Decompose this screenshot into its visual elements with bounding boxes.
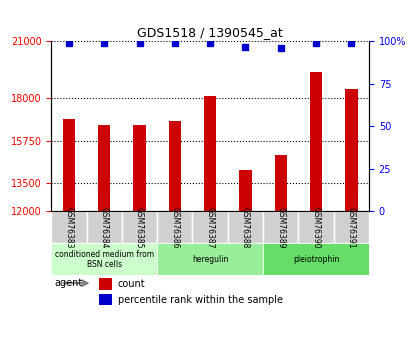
Point (171, 40, 178, 46)
Text: percentile rank within the sample: percentile rank within the sample (118, 295, 282, 305)
FancyBboxPatch shape (51, 243, 157, 275)
FancyBboxPatch shape (263, 243, 368, 275)
Text: conditioned medium from
BSN cells: conditioned medium from BSN cells (54, 249, 153, 269)
FancyBboxPatch shape (157, 211, 192, 243)
Point (101, 40, 107, 46)
FancyBboxPatch shape (51, 211, 86, 243)
FancyBboxPatch shape (263, 211, 298, 243)
Bar (168, 121, 180, 211)
Bar (344, 89, 357, 211)
Bar (309, 72, 321, 211)
FancyBboxPatch shape (333, 211, 368, 243)
Point (347, 40, 354, 46)
Bar (99, 294, 111, 305)
Point (312, 40, 319, 46)
Bar (98, 125, 110, 211)
Bar (203, 96, 216, 211)
Text: count: count (118, 279, 145, 289)
Bar (239, 170, 251, 211)
Bar (63, 119, 75, 211)
Bar (133, 125, 145, 211)
FancyBboxPatch shape (227, 211, 263, 243)
Text: GSM76388: GSM76388 (240, 207, 249, 248)
Text: pleiotrophin: pleiotrophin (292, 255, 338, 264)
FancyBboxPatch shape (298, 211, 333, 243)
FancyBboxPatch shape (157, 243, 263, 275)
Text: GSM76390: GSM76390 (311, 207, 320, 248)
Bar (274, 155, 286, 211)
Text: GSM76385: GSM76385 (135, 207, 144, 248)
Text: agent: agent (54, 278, 83, 288)
Point (242, 44, 248, 49)
Point (277, 46, 283, 51)
Point (65, 40, 72, 46)
Text: GSM76383: GSM76383 (64, 207, 73, 248)
Text: GSM76391: GSM76391 (346, 207, 355, 248)
Text: heregulin: heregulin (191, 255, 228, 264)
Text: GSM76384: GSM76384 (99, 207, 108, 248)
FancyBboxPatch shape (121, 211, 157, 243)
Text: GSM76387: GSM76387 (205, 207, 214, 248)
FancyBboxPatch shape (192, 211, 227, 243)
FancyBboxPatch shape (86, 211, 121, 243)
Text: GSM76386: GSM76386 (170, 207, 179, 248)
Point (136, 40, 142, 46)
Title: GDS1518 / 1390545_at: GDS1518 / 1390545_at (137, 26, 282, 39)
Point (207, 40, 213, 46)
Bar (99, 278, 111, 289)
Text: GSM76389: GSM76389 (276, 207, 285, 248)
